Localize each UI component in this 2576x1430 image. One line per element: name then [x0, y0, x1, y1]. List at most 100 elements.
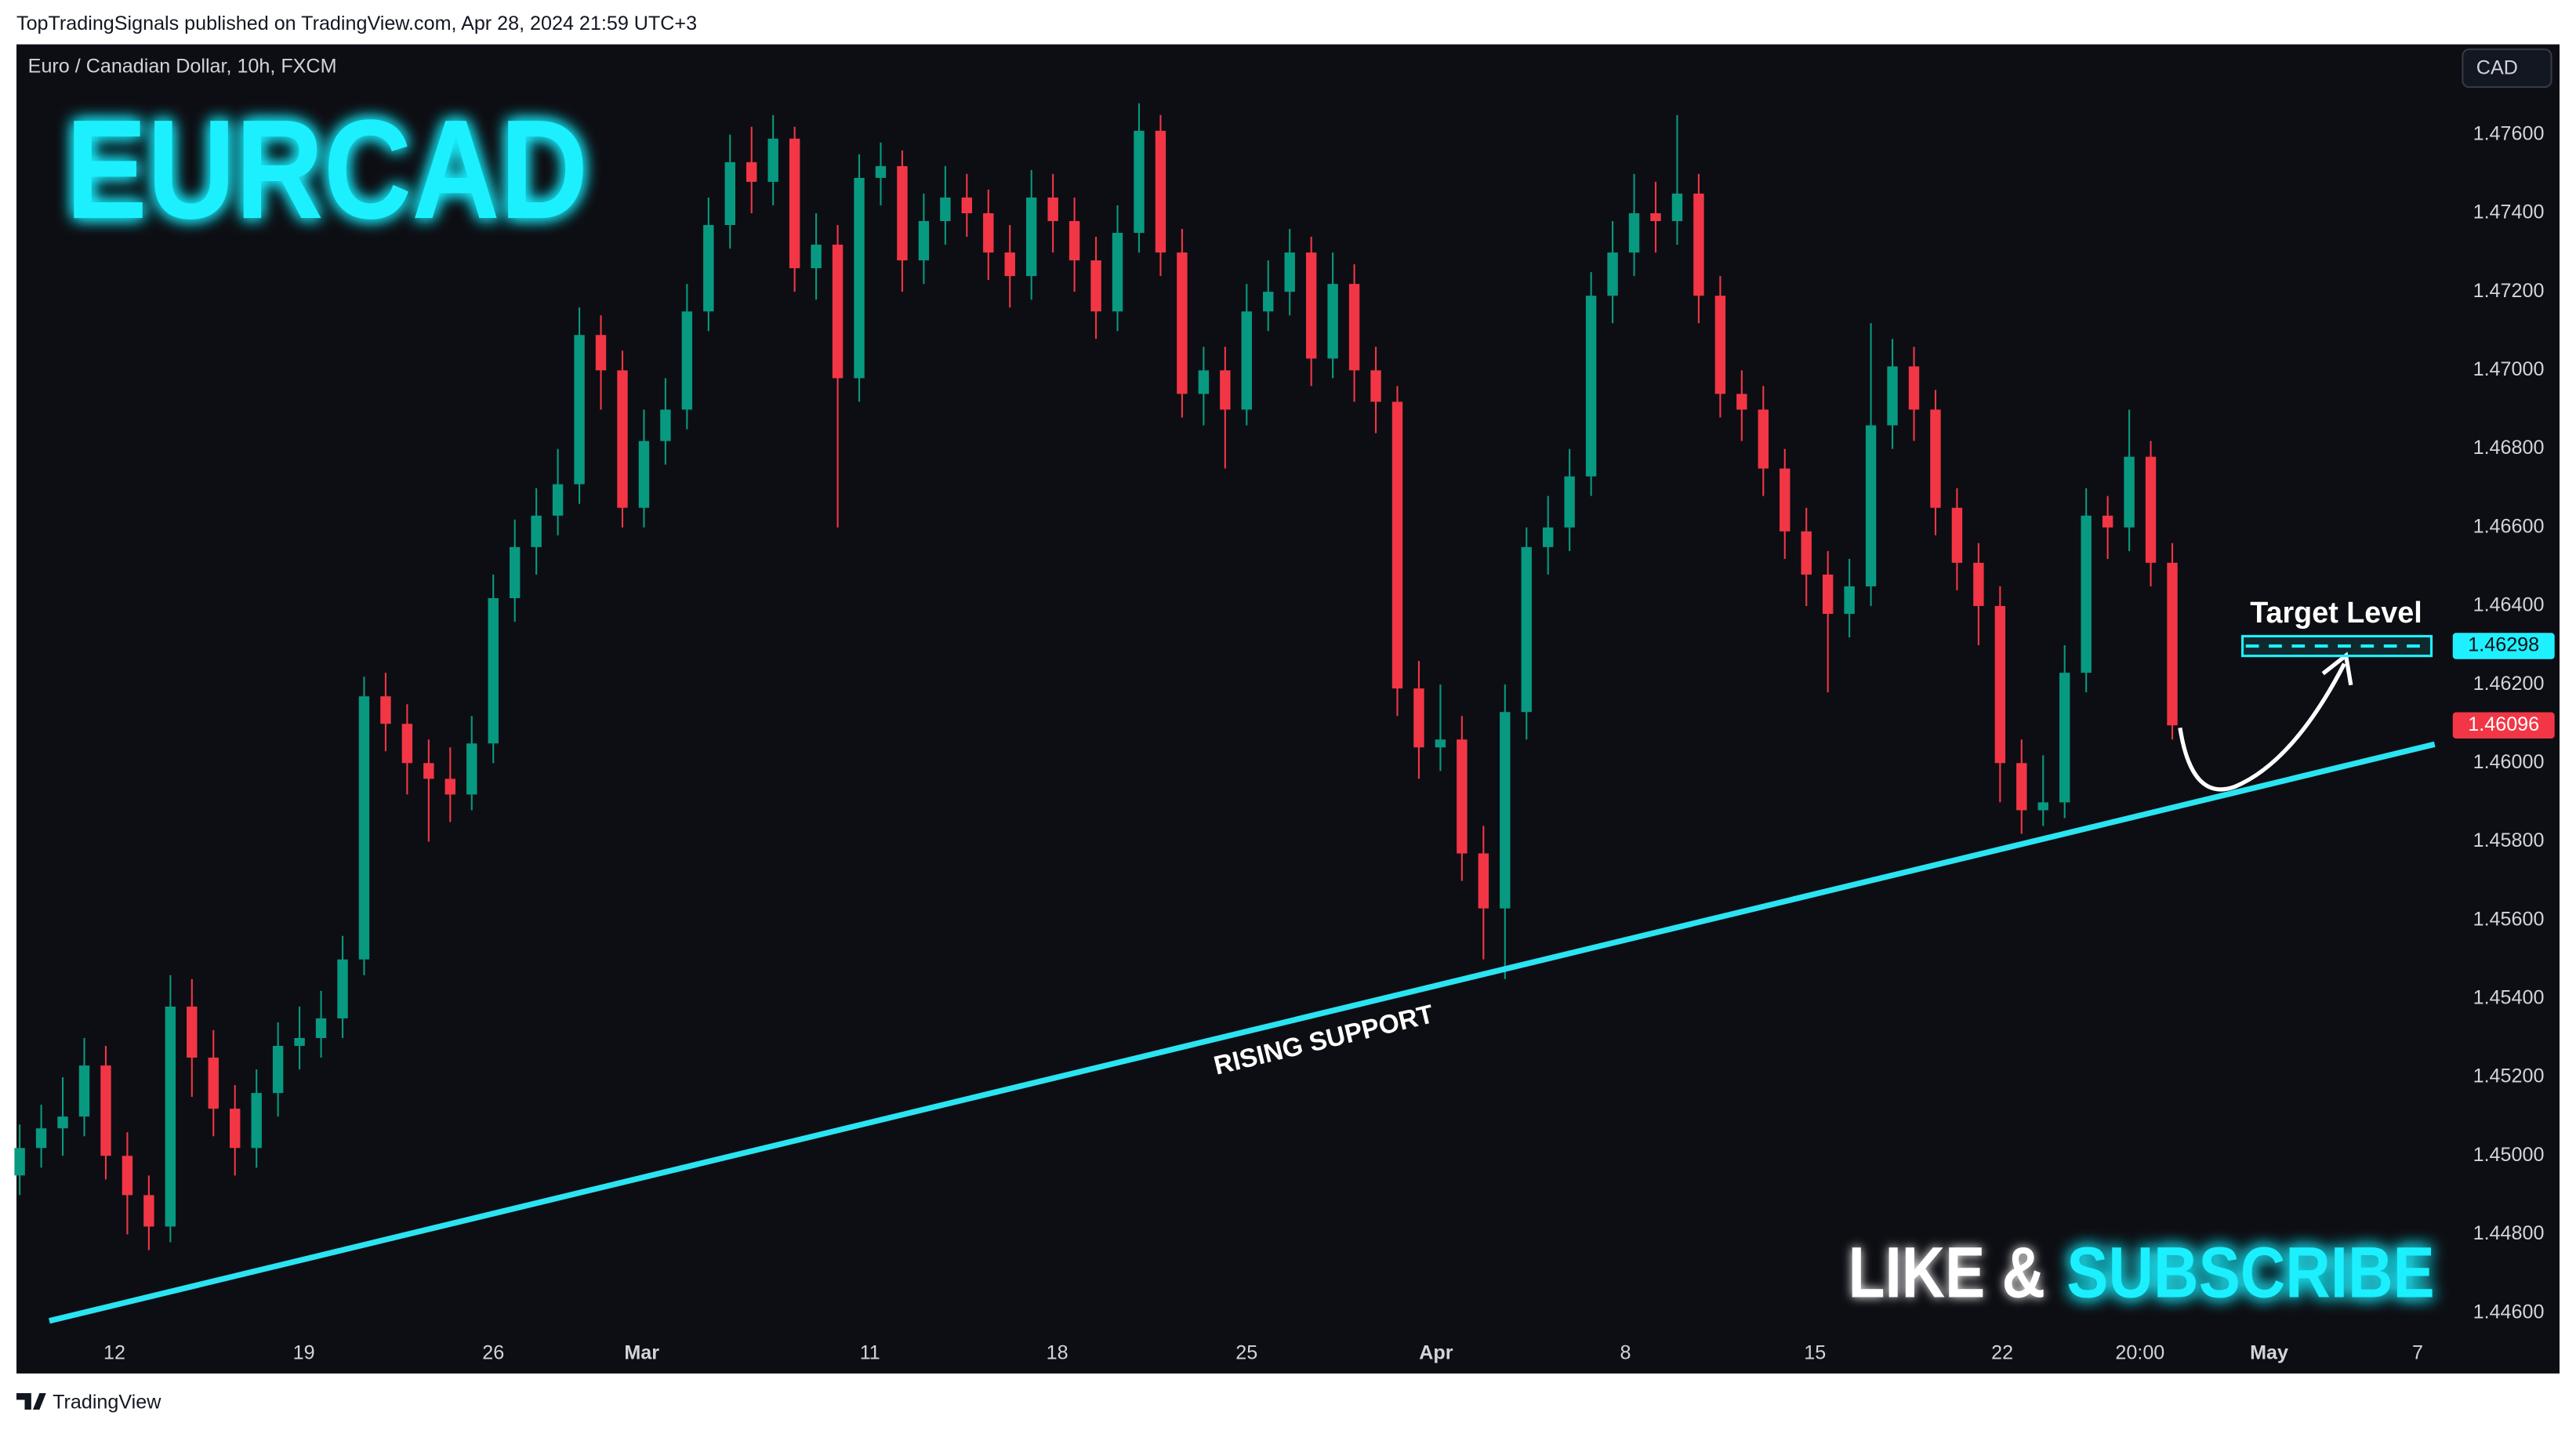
- chart-title: EURCAD: [66, 91, 588, 249]
- y-tick-label: 1.46800: [2473, 437, 2545, 459]
- y-tick-label: 1.46600: [2473, 515, 2545, 537]
- target-box: [2240, 634, 2433, 658]
- candle-body: [940, 197, 951, 222]
- y-tick-label: 1.47000: [2473, 358, 2545, 380]
- candle-body: [703, 225, 714, 312]
- candle-body: [1973, 562, 1984, 606]
- candle-body: [660, 409, 671, 441]
- candle-body: [1004, 252, 1015, 277]
- x-tick-label: 18: [1047, 1341, 1068, 1363]
- tv-logo: [16, 1393, 46, 1410]
- target-label: Target Level: [2250, 596, 2422, 629]
- candle-body: [681, 311, 693, 410]
- candle-body: [1887, 366, 1898, 426]
- candle-body: [1822, 574, 1834, 614]
- candle-body: [595, 335, 607, 371]
- candle-body: [466, 743, 477, 795]
- candle-body: [122, 1156, 133, 1196]
- candle-body: [1994, 605, 2006, 764]
- y-tick-label: 1.47400: [2473, 201, 2545, 223]
- candle-body: [1780, 468, 1791, 532]
- candle-body: [401, 724, 413, 764]
- y-tick-label: 1.45200: [2473, 1065, 2545, 1087]
- candle-body: [1263, 292, 1274, 312]
- candle-body: [832, 245, 844, 379]
- candle-body: [272, 1046, 284, 1094]
- candles: [14, 103, 2178, 1250]
- y-tick-label: 1.46000: [2473, 751, 2545, 773]
- candle-body: [1025, 197, 1037, 277]
- candle-body: [983, 212, 994, 253]
- candle-body: [1112, 233, 1123, 312]
- y-tick-label: 1.44600: [2473, 1301, 2545, 1323]
- y-tick-label: 1.45800: [2473, 829, 2545, 851]
- candle-body: [875, 165, 887, 178]
- candle-body: [2167, 562, 2178, 726]
- x-tick-label: 26: [482, 1341, 504, 1363]
- candle-body: [746, 162, 757, 182]
- candle-body: [2037, 802, 2048, 811]
- x-tick-label: 19: [293, 1341, 315, 1363]
- candle-body: [2102, 515, 2113, 528]
- candle-body: [789, 138, 800, 269]
- candle-body: [854, 177, 865, 379]
- candle-body: [1305, 252, 1317, 359]
- candle-body: [1693, 193, 1704, 296]
- candle-body: [1177, 252, 1188, 394]
- candle-body: [444, 779, 456, 795]
- candle-body: [35, 1128, 47, 1149]
- candle-body: [294, 1038, 305, 1047]
- x-tick-label: May: [2250, 1341, 2288, 1363]
- publish-info: TopTradingSignals published on TradingVi…: [16, 13, 697, 34]
- candle-body: [1478, 853, 1489, 909]
- currency-button[interactable]: [2462, 48, 2552, 89]
- candle-body: [14, 1148, 25, 1176]
- x-tick-label: 7: [2412, 1341, 2423, 1363]
- y-tick-label: 1.44800: [2473, 1222, 2545, 1244]
- candle-body: [1134, 130, 1145, 234]
- y-tick-label: 1.45400: [2473, 987, 2545, 1009]
- candle-body: [1220, 370, 1231, 410]
- y-tick-label: 1.46200: [2473, 673, 2545, 695]
- candle-body: [552, 484, 564, 516]
- candle-body: [724, 162, 735, 226]
- candle-body: [617, 370, 628, 508]
- candle-body: [1844, 586, 1855, 614]
- candle-body: [1650, 212, 1661, 222]
- projection-arrow: [2178, 662, 2346, 792]
- x-tick-label: Mar: [624, 1341, 659, 1363]
- candle-body: [574, 335, 585, 485]
- candle-body: [251, 1093, 262, 1149]
- candle-body: [1714, 296, 1726, 394]
- y-tick-label: 1.46400: [2473, 594, 2545, 616]
- candle-body: [918, 221, 930, 261]
- cta-subscribe: SUBSCRIBE: [2066, 1232, 2434, 1313]
- candle-body: [1951, 507, 1963, 563]
- candle-body: [961, 197, 973, 213]
- candle-body: [1241, 311, 1252, 410]
- candle-body: [1865, 425, 1877, 586]
- target-zone: Target Level: [2240, 596, 2433, 658]
- candle-body: [1908, 366, 1920, 410]
- x-tick-label: 8: [1620, 1341, 1631, 1363]
- y-tick-label: 1.45600: [2473, 908, 2545, 930]
- candle-body: [1671, 193, 1683, 222]
- cta-like: LIKE &: [1849, 1232, 2045, 1313]
- candle-body: [423, 763, 434, 779]
- candle-body: [767, 138, 778, 182]
- candle-body: [100, 1065, 111, 1156]
- candle-body: [1500, 712, 1511, 909]
- candle-body: [1457, 739, 1468, 854]
- support-line: [49, 741, 2436, 1324]
- candle-body: [2081, 515, 2092, 673]
- candle-body: [187, 1006, 198, 1058]
- last-price-tag: [2452, 712, 2555, 739]
- candle-body: [638, 441, 650, 508]
- x-tick-label: Apr: [1419, 1341, 1453, 1363]
- candle-body: [1801, 531, 1812, 575]
- y-tick-label: 1.47600: [2473, 122, 2545, 144]
- candle-body: [1391, 401, 1403, 689]
- candle-body: [337, 959, 348, 1018]
- candle-body: [531, 515, 542, 547]
